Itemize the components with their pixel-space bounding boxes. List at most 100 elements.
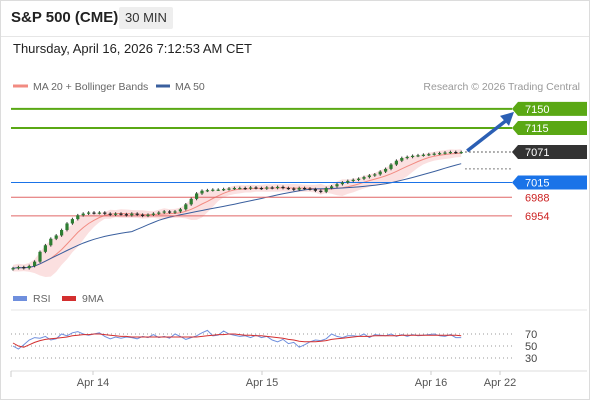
candle-body — [270, 187, 274, 189]
candle-body — [421, 154, 425, 156]
candle-body — [33, 261, 37, 266]
candle-body — [168, 211, 172, 213]
candle-body — [357, 178, 361, 180]
candle-body — [11, 268, 15, 270]
candle-body — [292, 188, 296, 190]
candle-body — [38, 251, 42, 262]
candle-body — [232, 188, 236, 190]
rsi-level-label-70: 70 — [525, 329, 537, 341]
candle-body — [346, 180, 350, 183]
candle-body — [362, 177, 366, 179]
level-label-6988: 6988 — [525, 192, 549, 204]
candle-body — [216, 189, 220, 191]
header-bar: S&P 500 (CME) 30 MIN — [0, 0, 590, 37]
rsi-legend-label: RSI — [33, 293, 51, 305]
candle-body — [200, 190, 204, 194]
candle-body — [189, 198, 193, 205]
ma20-legend-label: MA 20 + Bollinger Bands — [33, 81, 148, 93]
candle-body — [443, 152, 447, 154]
candle-body — [281, 186, 285, 189]
candle-body — [151, 213, 155, 215]
candle-body — [340, 182, 344, 185]
interval-button[interactable]: 30 MIN — [119, 7, 173, 29]
rsi-ma-legend-swatch — [62, 296, 76, 301]
candle-body — [141, 214, 145, 216]
candle-body — [454, 152, 458, 154]
level-tag-7115 — [512, 121, 587, 135]
candle-body — [146, 214, 150, 216]
candle-body — [303, 188, 307, 190]
candle-body — [92, 212, 96, 214]
candle-body — [405, 156, 409, 159]
credit-text: Research © 2026 Trading Central — [423, 81, 580, 93]
candle-body — [438, 153, 442, 155]
candle-body — [276, 186, 280, 189]
candle-body — [222, 189, 226, 191]
x-tick-label: Apr 14 — [77, 377, 109, 389]
candle-body — [259, 188, 263, 190]
rsi-level-label-50: 50 — [525, 341, 537, 353]
level-tag-7150 — [512, 101, 587, 116]
candle-body — [70, 219, 74, 224]
bollinger-band-area — [13, 149, 462, 277]
candle-body — [351, 179, 355, 182]
level-label-7150: 7150 — [525, 104, 549, 116]
level-label-7071: 7071 — [525, 147, 549, 159]
candle-body — [27, 266, 31, 269]
chart-timestamp: Thursday, April 16, 2026 7:12:53 AM CET — [13, 41, 252, 56]
candle-body — [416, 155, 420, 157]
candle-body — [400, 158, 404, 161]
instrument-title: S&P 500 (CME) — [11, 9, 119, 26]
candle-body — [308, 188, 312, 190]
level-label-7115: 7115 — [525, 123, 549, 135]
candle-body — [227, 188, 231, 190]
candle-body — [157, 212, 161, 214]
candle-body — [124, 214, 128, 216]
candle-body — [114, 213, 118, 215]
candle-body — [335, 184, 339, 187]
ma20-line — [12, 152, 462, 269]
candle-body — [162, 211, 166, 213]
candle-body — [411, 155, 415, 158]
x-tick-label: Apr 16 — [415, 377, 447, 389]
candle-body — [249, 187, 253, 189]
candle-body — [427, 154, 431, 156]
candle-body — [367, 175, 371, 178]
candle-body — [108, 213, 112, 215]
rsi-ma-legend-label: 9MA — [82, 293, 104, 305]
candle-body — [297, 188, 301, 190]
candle-body — [373, 174, 377, 176]
rsi-ma-line — [12, 333, 462, 348]
candle-body — [173, 211, 177, 213]
candle-body — [65, 223, 69, 230]
forecast-arrow-head — [500, 111, 514, 126]
rsi-legend-swatch — [13, 296, 27, 301]
candle-body — [313, 189, 317, 191]
candle-body — [16, 267, 20, 269]
candle-body — [49, 238, 53, 246]
candle-body — [205, 190, 209, 192]
level-tag-7071 — [512, 145, 587, 159]
level-label-6954: 6954 — [525, 211, 549, 223]
candle-body — [130, 213, 134, 216]
candle-body — [324, 188, 328, 192]
forecast-arrow-shaft — [466, 118, 509, 153]
candle-body — [178, 209, 182, 212]
candle-body — [43, 245, 47, 252]
candle-body — [243, 188, 247, 190]
rsi-line — [12, 329, 462, 350]
candle-body — [432, 153, 436, 155]
candle-body — [87, 212, 91, 214]
candle-body — [330, 186, 334, 188]
candle-body — [378, 171, 382, 175]
candle-body — [238, 188, 242, 190]
x-tick-label: Apr 22 — [484, 377, 516, 389]
candle-body — [286, 188, 290, 190]
candle-body — [135, 213, 139, 215]
candle-body — [97, 212, 101, 214]
rsi-level-label-30: 30 — [525, 353, 537, 365]
candle-body — [76, 215, 80, 220]
candle-body — [60, 230, 64, 236]
level-label-7015: 7015 — [525, 178, 549, 190]
